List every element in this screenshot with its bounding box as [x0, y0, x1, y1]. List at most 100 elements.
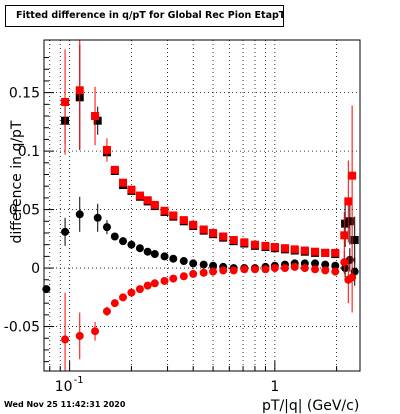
- data-point-circle: [150, 279, 159, 288]
- data-point-circle: [93, 213, 102, 222]
- data-point-square: [321, 248, 330, 257]
- data-point-square: [219, 232, 228, 241]
- data-point-circle: [331, 267, 340, 276]
- data-point-circle: [119, 237, 128, 246]
- data-series: [42, 40, 359, 371]
- data-point-circle: [321, 266, 330, 275]
- plot-frame: [43, 39, 361, 372]
- data-point-circle: [290, 262, 299, 271]
- data-point-square: [270, 243, 279, 252]
- data-point-circle: [110, 232, 119, 241]
- data-point-circle: [199, 260, 208, 269]
- data-point-circle: [189, 269, 198, 278]
- y-tick-label: 0.15: [9, 86, 40, 102]
- data-point-square: [348, 171, 357, 180]
- series-3: [61, 242, 357, 371]
- data-point-circle: [150, 250, 159, 259]
- data-point-square: [340, 231, 349, 240]
- data-point-circle: [300, 264, 309, 273]
- data-point-circle: [229, 266, 238, 275]
- data-point-circle: [135, 285, 144, 294]
- data-point-circle: [75, 331, 84, 340]
- data-point-square: [311, 247, 320, 256]
- data-point-circle: [250, 265, 259, 274]
- data-point-square: [169, 211, 178, 220]
- plot-frame-fill: [44, 40, 360, 371]
- x-tick-label: 10: [55, 379, 73, 395]
- data-point-square: [75, 86, 84, 95]
- data-point-circle: [61, 335, 70, 344]
- data-point-square: [341, 219, 350, 228]
- data-point-circle: [143, 247, 152, 256]
- y-tick-label: 0: [31, 261, 40, 277]
- x-tick-exponent: -1: [74, 375, 84, 386]
- data-point-square: [240, 238, 249, 247]
- data-point-square: [160, 206, 169, 215]
- data-point-square: [261, 241, 270, 250]
- data-point-circle: [127, 240, 136, 249]
- series-1: [61, 40, 357, 259]
- data-point-circle: [102, 307, 111, 316]
- data-point-circle: [135, 244, 144, 253]
- data-point-circle: [209, 261, 218, 270]
- data-point-circle: [348, 273, 357, 282]
- data-point-square: [179, 216, 188, 225]
- data-point-square: [209, 228, 218, 237]
- x-axis-label: pT/|q| (GeV/c): [262, 398, 359, 414]
- data-point-square: [135, 191, 144, 200]
- data-point-square: [350, 236, 359, 245]
- data-point-circle: [61, 227, 70, 236]
- data-point-circle: [91, 327, 100, 336]
- data-point-circle: [311, 259, 320, 268]
- data-point-square: [280, 244, 289, 253]
- data-point-square: [110, 165, 119, 174]
- data-point-circle: [331, 261, 340, 270]
- data-point-square: [91, 112, 100, 121]
- data-point-circle: [102, 223, 111, 232]
- data-point-square: [300, 246, 309, 255]
- data-point-square: [93, 116, 102, 125]
- data-point-circle: [270, 264, 279, 273]
- grid-lines: [44, 40, 360, 371]
- data-point-circle: [280, 264, 289, 273]
- data-point-square: [150, 200, 159, 209]
- data-point-circle: [189, 259, 198, 268]
- data-point-square: [345, 217, 354, 226]
- data-point-square: [127, 185, 136, 194]
- data-point-circle: [341, 264, 350, 273]
- data-point-square: [199, 225, 208, 234]
- data-point-circle: [219, 266, 228, 275]
- data-point-circle: [311, 265, 320, 274]
- data-point-circle: [179, 272, 188, 281]
- x-tick-label: 1: [270, 379, 279, 395]
- y-axis-label: difference in q/pT: [9, 120, 25, 243]
- data-point-square: [119, 178, 128, 187]
- data-point-square: [331, 248, 340, 257]
- data-point-circle: [209, 267, 218, 276]
- data-point-circle: [160, 252, 169, 261]
- data-point-square: [102, 145, 111, 154]
- data-point-square: [344, 197, 353, 206]
- y-tick-label: -0.05: [4, 320, 40, 336]
- y-tick-label: 0.05: [9, 203, 40, 219]
- data-point-square: [229, 236, 238, 245]
- y-tick-label: 0.1: [18, 144, 40, 160]
- data-point-circle: [340, 258, 349, 267]
- data-point-square: [189, 220, 198, 229]
- data-point-circle: [169, 254, 178, 263]
- data-point-circle: [160, 276, 169, 285]
- data-point-square: [61, 97, 70, 106]
- data-point-circle: [127, 288, 136, 297]
- data-point-circle: [321, 260, 330, 269]
- data-point-circle: [75, 210, 84, 219]
- data-point-circle: [261, 265, 270, 274]
- data-point-square: [250, 240, 259, 249]
- data-point-circle: [169, 274, 178, 283]
- data-point-circle: [119, 293, 128, 302]
- axis-ticks: 0.15 0.1 0.05 0 -0.05 10 -1 1: [4, 57, 338, 395]
- data-point-square: [290, 245, 299, 254]
- data-point-square: [143, 196, 152, 205]
- data-point-circle: [240, 265, 249, 274]
- data-point-circle: [143, 281, 152, 290]
